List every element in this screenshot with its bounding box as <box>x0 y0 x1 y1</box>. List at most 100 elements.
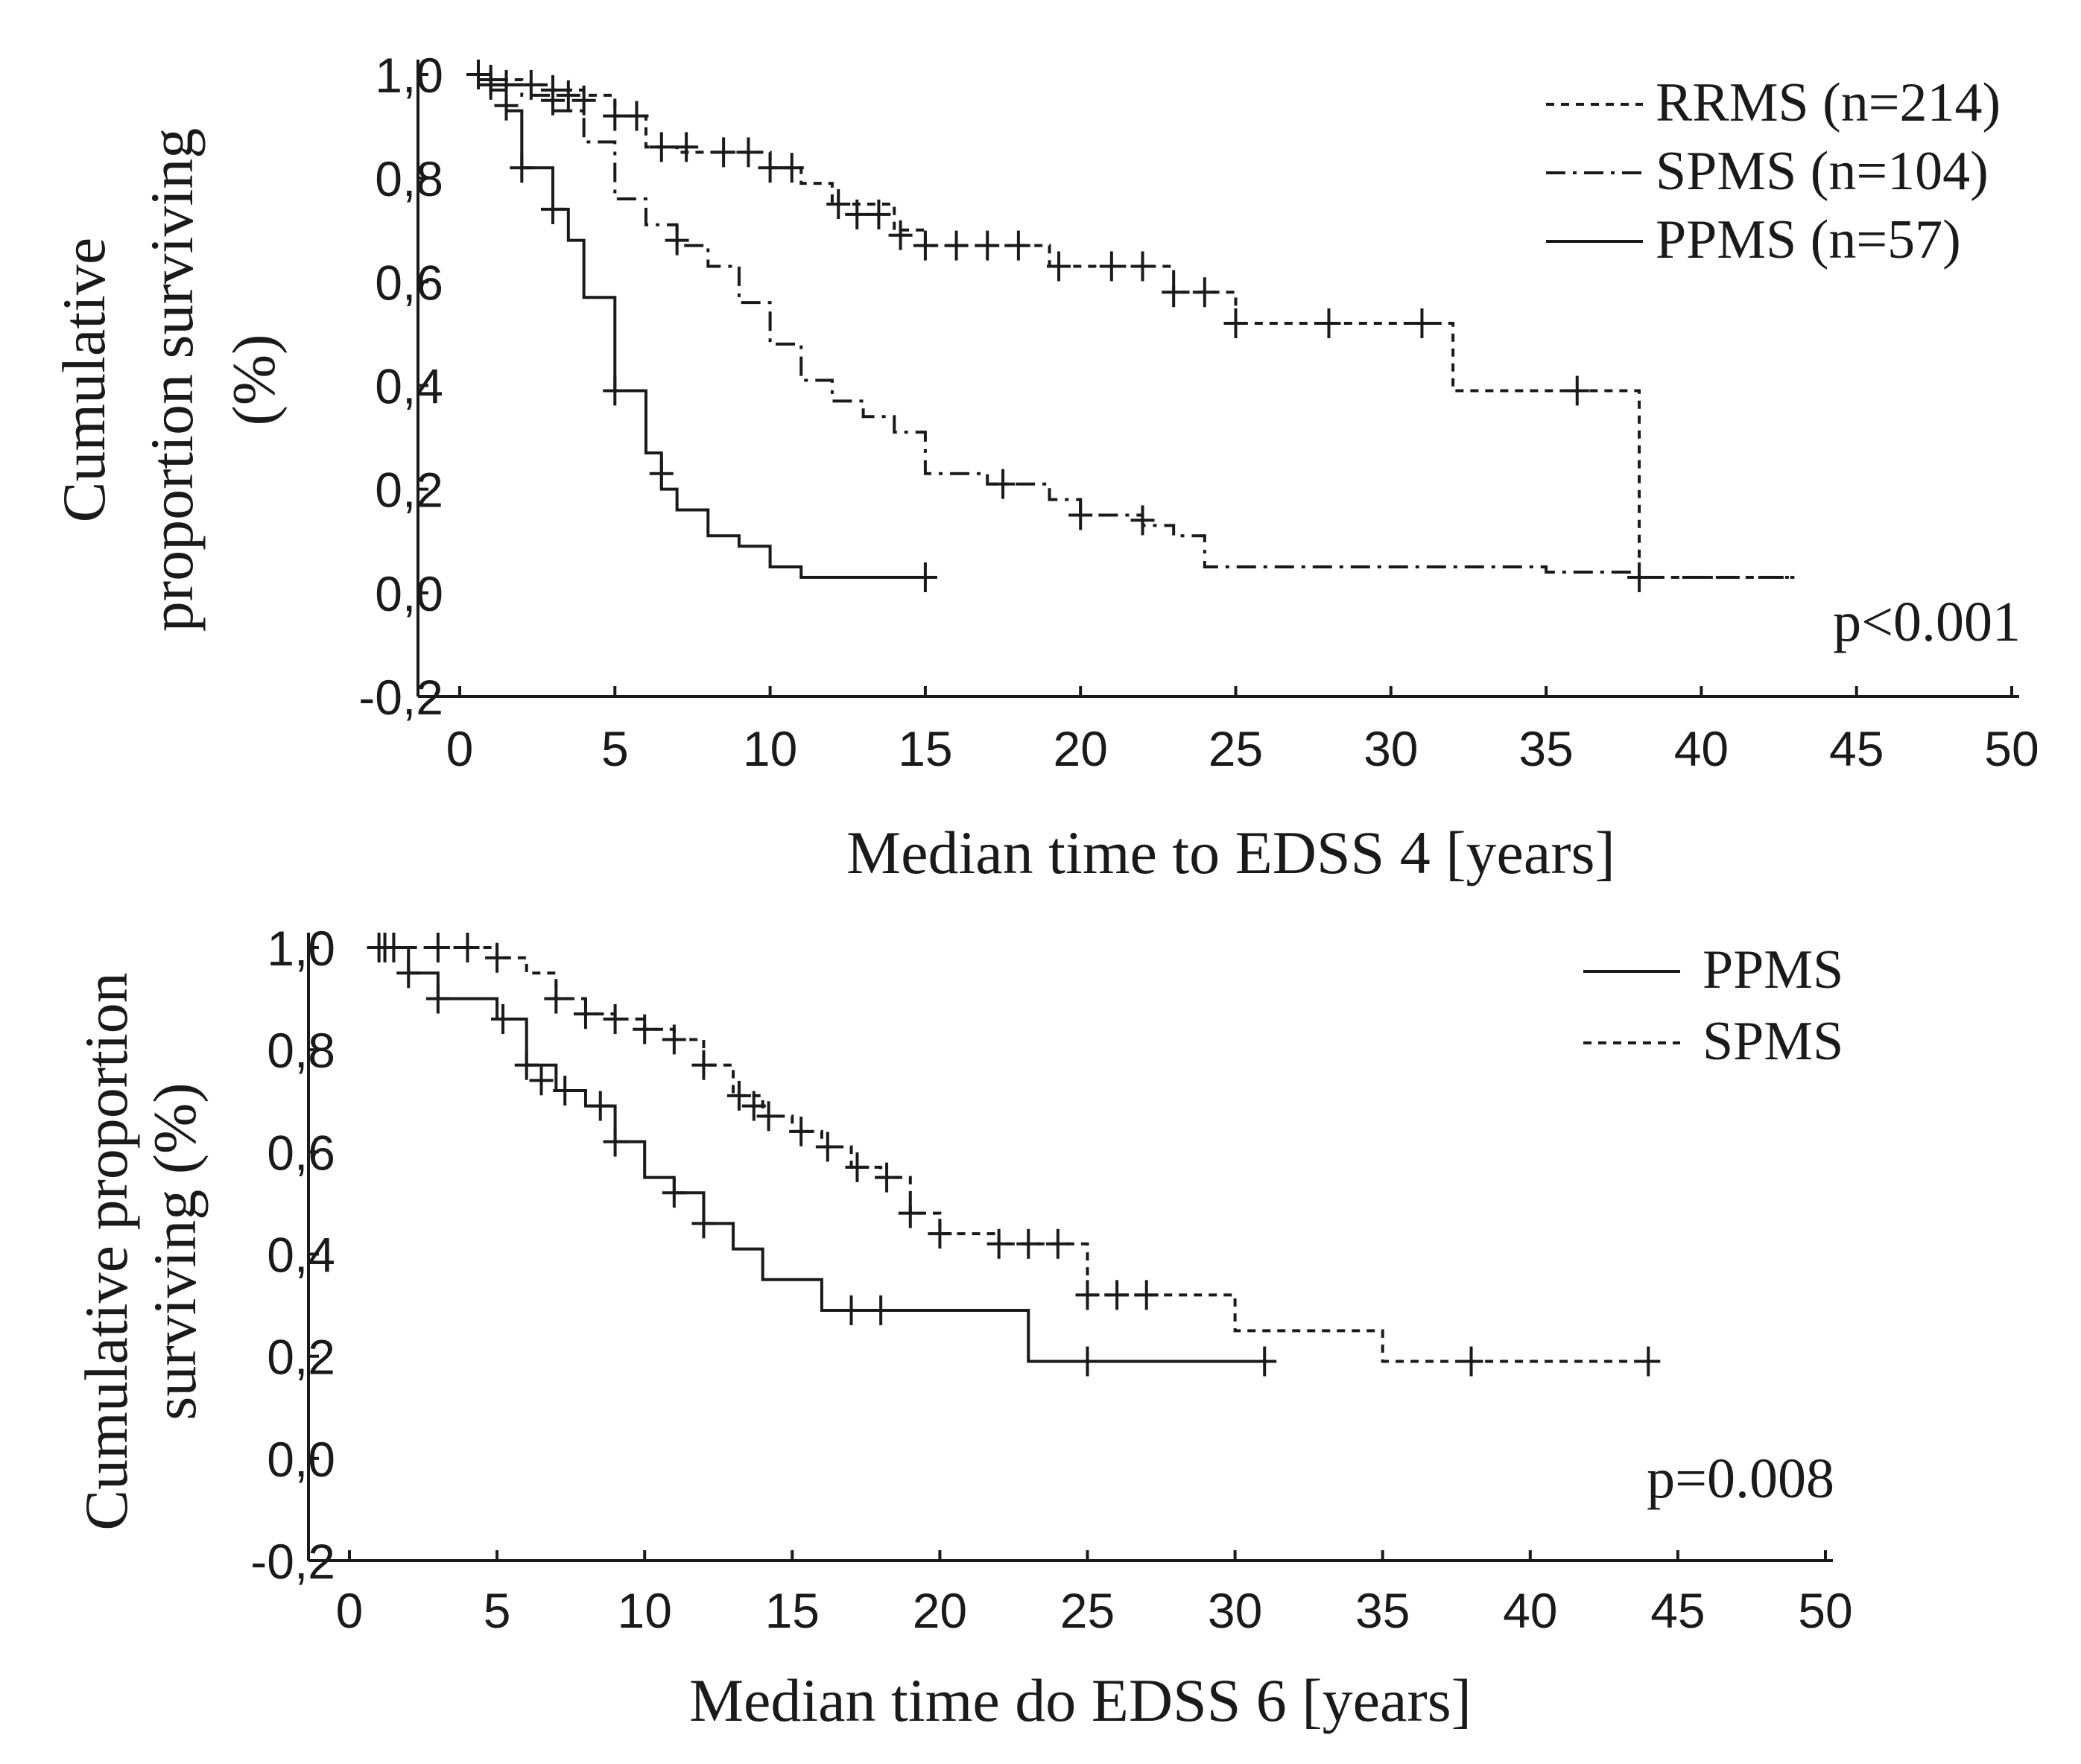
y-tick-label: 0,4 <box>267 1228 335 1283</box>
censor-mark <box>1068 500 1093 530</box>
censor-mark <box>649 458 674 489</box>
y-axis-title-line-1: Cumulative <box>50 238 118 523</box>
censor-mark <box>1130 505 1155 536</box>
plot-marks <box>416 60 2019 698</box>
censor-mark <box>485 942 510 973</box>
censor-mark <box>691 1208 716 1239</box>
legend: PPMS SPMS <box>1583 939 1843 1072</box>
x-tick-label: 25 <box>1209 721 1263 776</box>
legend-item: PPMS <box>1583 939 1843 1000</box>
y-tick-labels: 1,0 0,8 0,6 0,4 0,2 0,0 -0,2 <box>358 48 443 725</box>
censor-mark <box>556 80 580 110</box>
censor-mark <box>779 153 804 183</box>
legend-item: SPMS (n=104) <box>1546 141 1989 202</box>
censor-mark <box>665 225 689 256</box>
censor-mark <box>758 153 782 183</box>
x-axis-title: Median time to EDSS 4 [years] <box>846 819 1615 886</box>
censor-mark <box>540 85 565 115</box>
x-tick-label: 50 <box>1984 721 2039 776</box>
legend-label: RRMS (n=214) <box>1656 72 2001 133</box>
censor-mark <box>1565 375 1589 406</box>
x-axis-title: Median time do EDSS 6 [years] <box>689 1666 1472 1734</box>
x-tick-label: 25 <box>1060 1583 1115 1638</box>
censor-mark <box>633 1014 657 1044</box>
censor-mark <box>373 933 397 962</box>
y-tick-label: 0,2 <box>375 463 443 518</box>
censor-mark <box>603 1004 627 1035</box>
censor-mark <box>603 375 627 406</box>
censor-mark <box>691 1050 716 1080</box>
legend-label: PPMS <box>1703 939 1843 1000</box>
censor-mark <box>624 101 649 131</box>
plot-marks <box>307 933 1833 1562</box>
y-tick-label: 0,0 <box>267 1432 335 1487</box>
x-tick-labels: 0 5 10 15 20 25 30 35 40 45 50 <box>446 721 2039 776</box>
x-tick-label: 30 <box>1208 1583 1262 1638</box>
censor-mark <box>756 1101 781 1132</box>
censor-mark <box>425 983 450 1014</box>
legend-label: SPMS (n=104) <box>1656 141 1989 202</box>
x-tick-label: 45 <box>1650 1583 1705 1638</box>
p-value-annotation: p=0.008 <box>1647 1447 1834 1510</box>
x-tick-label: 35 <box>1518 721 1573 776</box>
censor-mark <box>1627 562 1652 592</box>
censor-mark <box>553 1076 577 1106</box>
censor-mark <box>1636 1346 1661 1377</box>
x-tick-label: 5 <box>484 1583 511 1638</box>
censor-mark <box>826 188 851 219</box>
x-tick-label: 10 <box>743 721 797 776</box>
x-tick-labels: 0 5 10 15 20 25 30 35 40 45 50 <box>336 1583 1853 1638</box>
censor-mark <box>1252 1346 1277 1377</box>
censor-mark <box>1459 1346 1483 1377</box>
x-tick-label: 10 <box>617 1583 671 1638</box>
y-axis-title-line-2: surviving (%) <box>141 1082 209 1420</box>
censor-mark <box>573 999 598 1029</box>
censor-mark <box>898 1198 922 1228</box>
y-axis-title: Cumulative proportion surviving (%) <box>72 972 209 1530</box>
censor-mark <box>1099 251 1124 282</box>
x-tick-label: 0 <box>336 1583 364 1638</box>
censor-mark <box>845 199 870 229</box>
y-axis-title-line-3: (%) <box>220 334 288 426</box>
x-tick-label: 15 <box>765 1583 820 1638</box>
x-tick-label: 35 <box>1355 1583 1410 1638</box>
x-tick-label: 40 <box>1503 1583 1557 1638</box>
censor-mark <box>544 983 568 1014</box>
censor-mark <box>514 1050 539 1080</box>
y-axis-title-line-1: Cumulative proportion <box>72 972 140 1530</box>
censor-mark <box>455 933 480 962</box>
y-tick-labels: 1,0 0,8 0,6 0,4 0,2 0,0 -0,2 <box>250 921 335 1589</box>
censor-mark <box>674 132 699 162</box>
y-tick-label: 1,0 <box>375 48 443 103</box>
x-tick-label: 0 <box>446 721 474 776</box>
series-line <box>378 946 1649 1363</box>
censor-mark <box>839 1295 864 1325</box>
censor-mark <box>1410 308 1434 338</box>
km-chart-edss6: Cumulative proportion surviving (%) 1,0 … <box>72 921 1853 1734</box>
censor-mark <box>712 137 736 168</box>
censor-mark <box>1016 1228 1041 1259</box>
censor-mark <box>726 1080 751 1111</box>
censor-mark <box>649 132 674 162</box>
censor-mark <box>529 1065 554 1096</box>
y-tick-label: 0,0 <box>375 566 443 621</box>
censor-mark <box>1130 251 1155 282</box>
censor-mark <box>1075 1346 1100 1377</box>
censor-mark <box>741 1091 766 1121</box>
censor-mark <box>1105 1280 1130 1310</box>
y-tick-label: 0,8 <box>267 1023 335 1078</box>
censor-mark <box>1317 308 1341 338</box>
censor-mark <box>789 1116 814 1146</box>
censor-mark <box>396 958 421 989</box>
censor-mark <box>991 469 1016 499</box>
censor-mark <box>540 194 565 224</box>
censor-mark <box>944 230 969 261</box>
censor-mark <box>662 1178 686 1208</box>
x-tick-label: 15 <box>898 721 952 776</box>
censor-mark <box>1192 277 1217 308</box>
censor-mark <box>1006 230 1030 261</box>
legend: RRMS (n=214) SPMS (n=104) PPMS (n=57) <box>1546 72 2001 270</box>
censor-mark <box>1162 277 1186 308</box>
y-tick-label: 1,0 <box>267 921 335 976</box>
censor-mark <box>845 1152 870 1182</box>
